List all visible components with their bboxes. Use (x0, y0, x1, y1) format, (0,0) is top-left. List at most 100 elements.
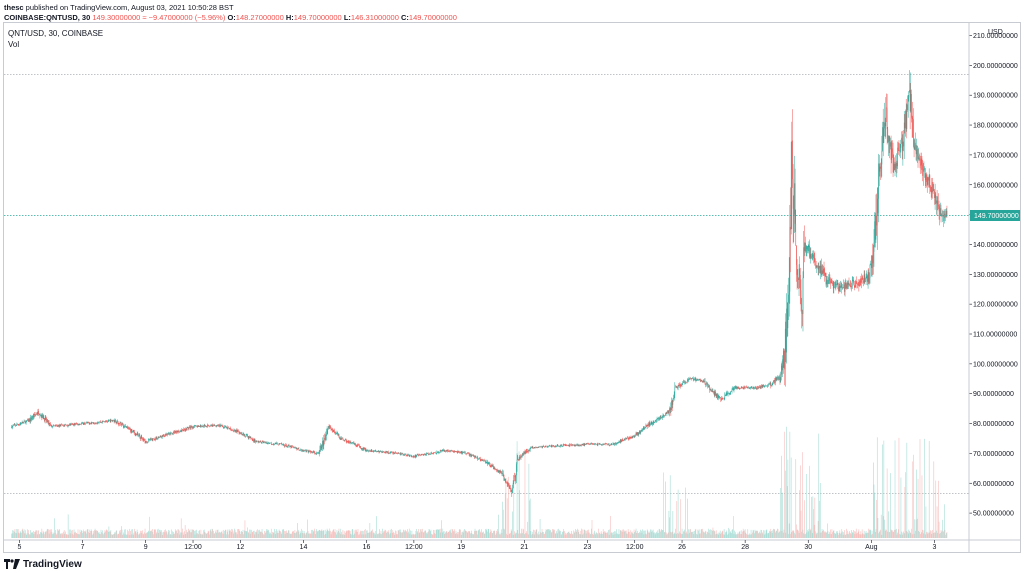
candle-body (93, 423, 95, 424)
volume-bar (650, 529, 652, 538)
volume-bar (371, 531, 373, 538)
volume-bar (209, 530, 211, 538)
volume-bar (880, 514, 882, 538)
volume-bar (494, 530, 496, 538)
volume-bar (522, 528, 524, 538)
candle-body (431, 452, 432, 454)
candle-body (393, 452, 394, 454)
volume-bar (605, 531, 607, 538)
volume-bar (637, 530, 638, 538)
volume-bar (520, 533, 521, 538)
volume-bar (308, 533, 310, 538)
candle-body (527, 451, 528, 452)
volume-bar (281, 533, 283, 538)
candle-body (31, 418, 33, 420)
candle-body (219, 425, 221, 427)
chart-area[interactable] (3, 22, 1021, 553)
volume-bar (571, 530, 572, 538)
volume-bar (38, 534, 40, 538)
volume-bar (350, 533, 352, 538)
volume-bar (545, 529, 547, 538)
volume-bar (262, 532, 263, 538)
volume-bar (332, 531, 333, 538)
candle-body (700, 380, 702, 382)
candle-body (280, 443, 281, 444)
volume-bar (20, 532, 22, 538)
candle-body (853, 279, 854, 284)
volume-bar (284, 530, 285, 538)
volume-bar (76, 532, 77, 538)
candle-body (463, 452, 465, 454)
candle-body (859, 280, 860, 287)
candle-body (869, 277, 870, 284)
candle-body (454, 451, 456, 452)
volume-bar (56, 534, 57, 538)
candle-body (945, 210, 947, 218)
candle-body (827, 279, 828, 285)
volume-bar (60, 533, 62, 538)
candle-body (387, 451, 388, 453)
volume-bar (198, 530, 200, 538)
candle-body (946, 210, 948, 216)
volume-bar (215, 531, 216, 538)
volume-bar (170, 534, 171, 538)
candle-body (236, 429, 237, 433)
volume-bar (65, 531, 66, 538)
tradingview-brand[interactable]: TradingView (4, 558, 82, 570)
candle-body (523, 452, 524, 455)
candle-body (384, 451, 386, 453)
volume-bar (859, 534, 860, 538)
volume-bar (636, 532, 637, 538)
volume-bar (541, 528, 543, 538)
volume-bar (18, 532, 20, 538)
volume-bar (463, 530, 465, 538)
volume-bar (861, 534, 862, 538)
volume-bar (299, 531, 301, 538)
volume-bar (720, 533, 722, 538)
volume-bar (339, 532, 340, 538)
volume-bar (902, 532, 904, 538)
volume-bar (617, 533, 618, 538)
candle-body (558, 445, 560, 447)
candle-body (131, 429, 133, 432)
volume-bar (292, 530, 294, 538)
volume-bar (536, 529, 538, 538)
candle-body (193, 426, 194, 428)
candle-body (607, 444, 609, 445)
candle-body (525, 450, 526, 454)
y-tick-label: 90.00000000 (973, 391, 1014, 398)
volume-bar (197, 534, 199, 538)
volume-bar (495, 534, 496, 538)
volume-bar (460, 529, 461, 538)
volume-bar (169, 534, 171, 538)
currency-label: USD (988, 29, 1003, 36)
volume-bar (184, 525, 186, 538)
volume-bar (777, 529, 779, 538)
volume-bar (585, 533, 587, 538)
candle-body (785, 328, 787, 353)
legend-volume[interactable]: Vol (8, 40, 20, 49)
volume-bar (470, 532, 472, 538)
volume-bar (555, 533, 557, 538)
candle-body (139, 435, 141, 438)
candle-body (456, 451, 457, 453)
legend-symbol[interactable]: QNT/USD, 30, COINBASE (8, 29, 104, 38)
publisher-name[interactable]: thesc (4, 3, 24, 12)
volume-bar (853, 531, 855, 538)
low-value: 146.31000000 (350, 13, 399, 22)
volume-bar (99, 533, 100, 538)
volume-bar (502, 501, 503, 538)
volume-bar (190, 532, 191, 538)
volume-bar (484, 533, 486, 538)
volume-bar (792, 530, 794, 538)
candle-body (405, 454, 407, 456)
candle-body (156, 437, 158, 439)
candle-body (504, 479, 505, 481)
volume-bar (923, 530, 925, 538)
volume-bar (552, 529, 554, 538)
candle-body (368, 450, 369, 452)
candle-body (815, 264, 816, 266)
candle-body (546, 446, 547, 448)
candle-body (488, 462, 490, 463)
